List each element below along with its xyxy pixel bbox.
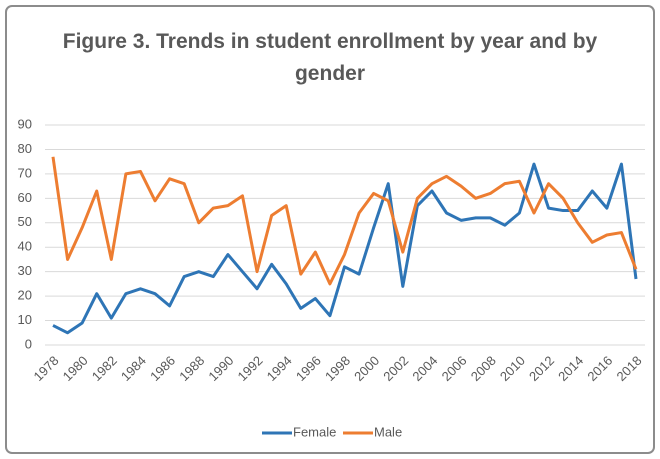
line-series — [52, 162, 638, 335]
legend-label: Female — [293, 424, 336, 439]
y-tick-label: 10 — [18, 312, 32, 327]
line-series — [51, 156, 638, 286]
chart-frame — [5, 5, 655, 454]
legend-label: Male — [374, 424, 402, 439]
y-tick-label: 50 — [18, 214, 32, 229]
y-tick-label: 80 — [18, 141, 32, 156]
y-tick-label: 60 — [18, 190, 32, 205]
y-tick-label: 70 — [18, 165, 32, 180]
y-tick-label: 0 — [25, 336, 32, 351]
y-tick-label: 90 — [18, 116, 32, 131]
y-tick-label: 30 — [18, 263, 32, 278]
y-tick-label: 40 — [18, 239, 32, 254]
y-tick-label: 20 — [18, 288, 32, 303]
chart-title: Figure 3. Trends in student enrollment b… — [62, 30, 598, 85]
